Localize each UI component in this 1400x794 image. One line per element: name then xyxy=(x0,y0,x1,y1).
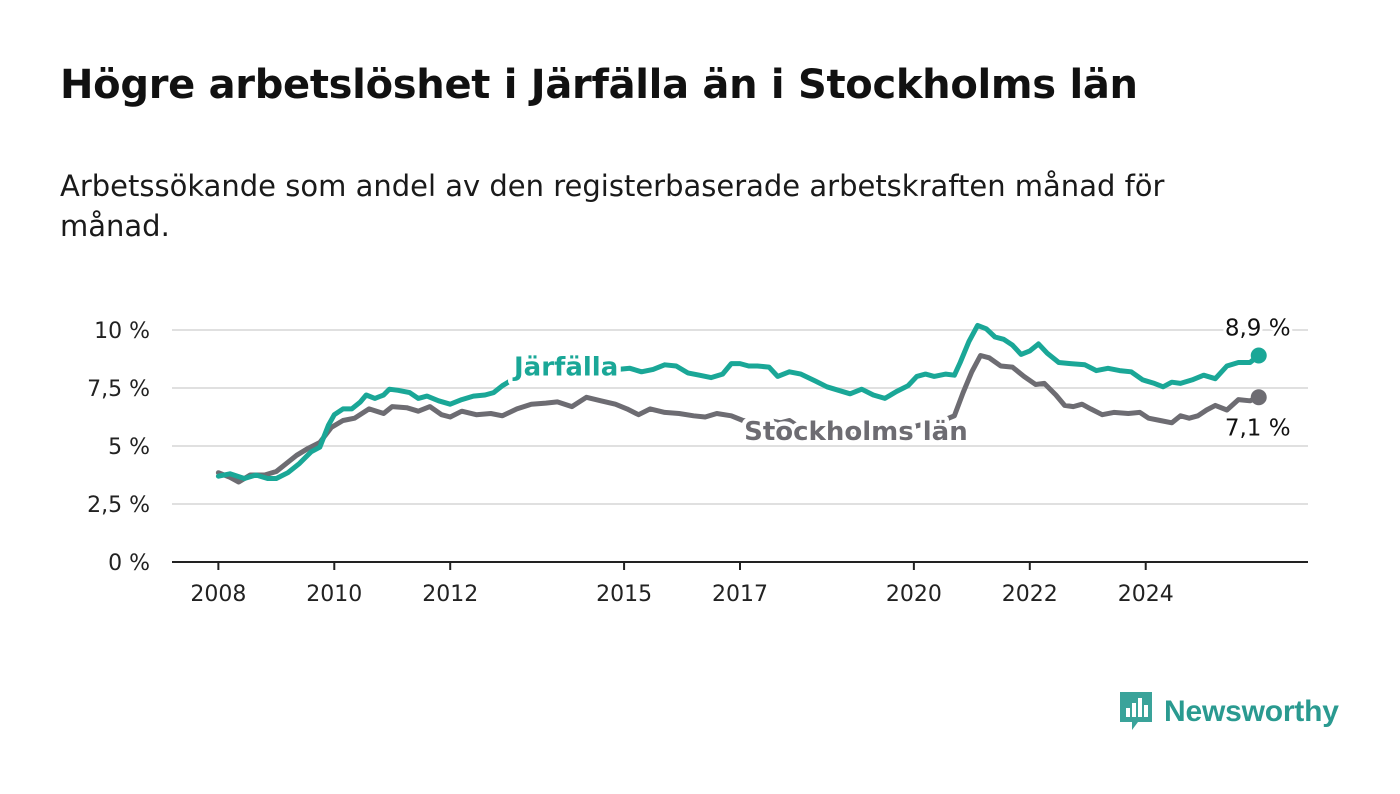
x-tick-label: 2015 xyxy=(596,582,652,607)
end-marker-jarfalla xyxy=(1250,347,1267,364)
chart-subtitle: Arbetssökande som andel av den registerb… xyxy=(60,169,1165,243)
x-tick-label: 2020 xyxy=(886,582,942,607)
series-lines xyxy=(215,322,1262,485)
x-tick-label: 2008 xyxy=(190,582,246,607)
x-axis: 2008 2010 2012 2015 2017 2020 2022 2024 xyxy=(172,561,1308,607)
y-gridlines xyxy=(172,329,1308,505)
x-tick-label: 2010 xyxy=(306,582,362,607)
y-tick-label: 10 % xyxy=(94,319,150,344)
x-tick-label: 2017 xyxy=(712,582,768,607)
series-line-stockholms-lan xyxy=(215,353,1262,485)
end-markers: 8,9 % 7,1 % xyxy=(1222,313,1294,445)
newsworthy-logo[interactable]: Newsworthy xyxy=(1118,690,1339,734)
y-tick-label: 7,5 % xyxy=(87,377,150,402)
newsworthy-logo-icon xyxy=(1120,692,1152,730)
series-line-jarfalla xyxy=(215,322,1262,481)
y-axis-tick-labels: 0 % 2,5 % 5 % 7,5 % 10 % xyxy=(87,319,150,576)
x-tick-label: 2012 xyxy=(422,582,478,607)
end-value-label-stockholms-lan: 7,1 % xyxy=(1225,415,1291,441)
series-labels: Järfälla Stockholms län xyxy=(507,348,972,451)
x-tick-label: 2024 xyxy=(1118,582,1174,607)
brand-name: Newsworthy xyxy=(1164,695,1339,728)
series-label-jarfalla: Järfälla xyxy=(512,353,618,383)
x-tick-label: 2022 xyxy=(1002,582,1058,607)
end-marker-stockholms-lan xyxy=(1250,389,1267,406)
end-value-label-jarfalla: 8,9 % xyxy=(1225,316,1291,342)
y-tick-label: 0 % xyxy=(108,551,150,576)
series-label-stockholms-lan: Stockholms län xyxy=(744,417,968,447)
y-tick-label: 5 % xyxy=(108,435,150,460)
chart-title: Högre arbetslöshet i Järfälla än i Stock… xyxy=(60,62,1138,108)
y-tick-label: 2,5 % xyxy=(87,493,150,518)
